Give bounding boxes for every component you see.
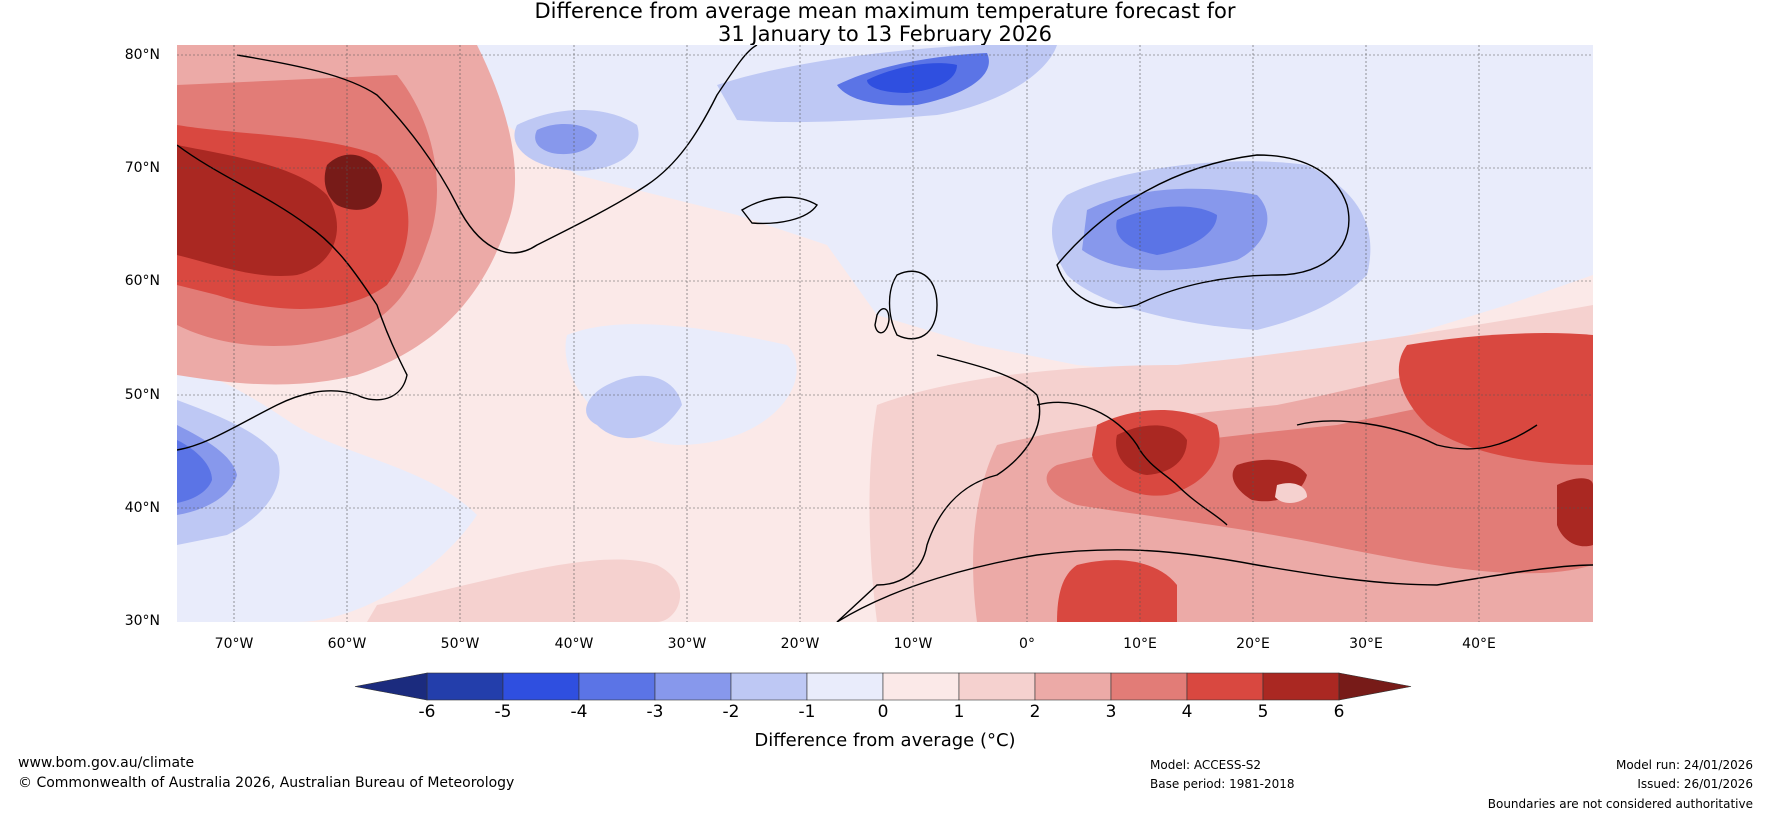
- footer-copyright: © Commonwealth of Australia 2026, Austra…: [18, 775, 515, 791]
- footer-model-run: Model run: 24/01/2026: [1615, 758, 1753, 772]
- anomaly-north-africa-warm: [1057, 560, 1177, 622]
- lat-label-60n: 60°N: [124, 273, 160, 289]
- title-line-2: 31 January to 13 February 2026: [717, 22, 1052, 46]
- colorbar-segment: [1186, 672, 1264, 701]
- coastline-iberia: [836, 354, 1041, 622]
- colorbar-segment: [1110, 672, 1188, 701]
- colorbar-under-extension: [354, 672, 428, 701]
- lat-label-40n: 40°N: [124, 500, 160, 516]
- colorbar-segment: [882, 672, 960, 701]
- colorbar-tick-label: 4: [1181, 702, 1193, 722]
- colorbar-tick-label: -5: [494, 702, 512, 722]
- colorbar-tick-label: -2: [722, 702, 740, 722]
- colorbar-over-extension: [1338, 672, 1412, 701]
- lon-label-30w: 30°W: [667, 636, 707, 652]
- coastline-black-sea: [1296, 420, 1538, 450]
- colorbar-tick-label: 5: [1257, 702, 1269, 722]
- colorbar-segment: [958, 672, 1036, 701]
- lat-label-70n: 70°N: [124, 160, 160, 176]
- coastline-ireland: [874, 308, 890, 334]
- anomaly-west-cool: [177, 365, 477, 622]
- colorbar-tick-label: 1: [953, 702, 965, 722]
- colorbar-segment: [730, 672, 808, 701]
- lon-label-60w: 60°W: [327, 636, 367, 652]
- colorbar-tick-label: 0: [877, 702, 889, 722]
- colorbar-tick-label: 2: [1029, 702, 1041, 722]
- lon-label-70w: 70°W: [214, 636, 254, 652]
- colorbar-tick-label: 6: [1333, 702, 1345, 722]
- map-title: Difference from average mean maximum tem…: [0, 0, 1770, 46]
- coastline-italy-balkans: [1036, 401, 1228, 526]
- colorbar-tick-label: -1: [798, 702, 816, 722]
- coastline-north-africa: [836, 549, 1593, 622]
- colorbar-tick-label: 3: [1105, 702, 1117, 722]
- anomaly-map: [177, 45, 1593, 622]
- coastlines: [177, 45, 1593, 622]
- coastline-scandinavia: [1056, 154, 1350, 309]
- lon-label-20w: 20°W: [780, 636, 820, 652]
- colorbar-segment: [502, 672, 580, 701]
- lat-label-50n: 50°N: [124, 387, 160, 403]
- anomaly-east-warm: [1557, 478, 1593, 547]
- colorbar-segment: [578, 672, 656, 701]
- coastline-iceland: [740, 196, 818, 225]
- colorbar-tick-label: -6: [418, 702, 436, 722]
- lon-label-20e: 20°E: [1236, 636, 1270, 652]
- anomaly-west-cool-core: [177, 440, 212, 503]
- lon-label-40w: 40°W: [554, 636, 594, 652]
- colorbar-segment: [806, 672, 884, 701]
- anomaly-balkan-warm-core: [1116, 425, 1187, 475]
- anomaly-scandinavia-cool-core: [1116, 206, 1217, 255]
- title-line-1: Difference from average mean maximum tem…: [534, 0, 1236, 23]
- lon-label-40e: 40°E: [1462, 636, 1496, 652]
- footer-website: www.bom.gov.au/climate: [18, 755, 195, 771]
- anomaly-cool-spot: [1275, 483, 1307, 503]
- colorbar-segment: [426, 672, 504, 701]
- colorbar-segment: [654, 672, 732, 701]
- colorbar-tick-label: -3: [646, 702, 664, 722]
- coastline-britain: [888, 270, 938, 340]
- anomaly-greenland-sea-core: [535, 123, 597, 155]
- coastline-greenland: [236, 45, 758, 254]
- colorbar-segment: [1034, 672, 1112, 701]
- anomaly-canada-warm-core: [177, 145, 337, 276]
- lat-label-30n: 30°N: [124, 613, 160, 629]
- colorbar-label: Difference from average (°C): [754, 730, 1016, 751]
- footer-model: Model: ACCESS-S2: [1150, 758, 1262, 772]
- lat-label-80n: 80°N: [124, 47, 160, 63]
- lon-label-0: 0°: [1019, 636, 1035, 652]
- footer-issued: Issued: 26/01/2026: [1637, 777, 1753, 791]
- footer-base-period: Base period: 1981-2018: [1150, 777, 1295, 791]
- coastline-north-america: [177, 144, 408, 451]
- gridlines: [177, 45, 1593, 622]
- anomaly-canada-warm-peak: [324, 154, 382, 210]
- colorbar-segment: [1262, 672, 1340, 701]
- lon-label-50w: 50°W: [440, 636, 480, 652]
- anomaly-map-canvas: [177, 45, 1593, 622]
- anomaly-atlantic-warm: [367, 559, 681, 622]
- lon-label-10e: 10°E: [1123, 636, 1157, 652]
- footer-disclaimer: Boundaries are not considered authoritat…: [1487, 797, 1753, 811]
- anomaly-cool-atlantic-core: [586, 375, 682, 439]
- anomaly-arctic-cool-core: [867, 63, 957, 93]
- anomaly-black-sea-warm: [1398, 333, 1593, 465]
- lon-label-10w: 10°W: [893, 636, 933, 652]
- lon-label-30e: 30°E: [1349, 636, 1383, 652]
- colorbar-tick-label: -4: [570, 702, 588, 722]
